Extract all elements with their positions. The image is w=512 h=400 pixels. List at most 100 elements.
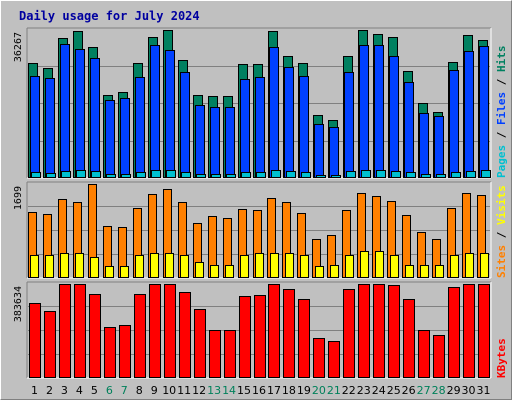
bar-files-day-4 bbox=[75, 49, 85, 178]
bar-sites-day-21 bbox=[330, 265, 339, 278]
x-tick-label: 22 bbox=[342, 384, 356, 397]
y-max-label: 383634 bbox=[13, 286, 24, 322]
x-tick-label: 2 bbox=[46, 384, 53, 397]
bar-files-day-24 bbox=[374, 45, 384, 178]
x-tick-label: 25 bbox=[387, 384, 401, 397]
y-series-label: Sites / Visits bbox=[495, 185, 508, 278]
bar-sites-day-24 bbox=[375, 251, 384, 278]
y-label-part: Files bbox=[495, 92, 508, 125]
x-tick-label: 11 bbox=[177, 384, 191, 397]
x-tick-label: 13 bbox=[207, 384, 221, 397]
bar-sites-day-16 bbox=[255, 253, 264, 278]
x-tick-label: 6 bbox=[106, 384, 113, 397]
bar-pages-day-1 bbox=[31, 172, 41, 178]
bar-files-day-8 bbox=[135, 77, 145, 178]
bar-files-day-3 bbox=[60, 44, 70, 178]
bar-pages-day-30 bbox=[466, 171, 476, 178]
bar-sites-day-30 bbox=[465, 253, 474, 278]
bar-pages-day-10 bbox=[166, 170, 176, 178]
x-tick-label: 23 bbox=[357, 384, 371, 397]
bar-pages-day-31 bbox=[481, 170, 491, 178]
bar-sites-day-1 bbox=[30, 255, 39, 278]
bar-pages-day-17 bbox=[271, 170, 281, 178]
bar-kbytes-day-1 bbox=[29, 303, 41, 378]
bar-files-day-20 bbox=[314, 124, 324, 178]
bar-kbytes-day-3 bbox=[59, 284, 71, 378]
bar-pages-day-18 bbox=[286, 171, 296, 178]
y-label-part: / bbox=[495, 72, 508, 92]
bar-kbytes-day-19 bbox=[298, 299, 310, 378]
bar-sites-day-6 bbox=[105, 266, 114, 278]
bar-sites-day-25 bbox=[390, 255, 399, 278]
bar-sites-day-23 bbox=[360, 251, 369, 278]
bar-kbytes-day-28 bbox=[433, 335, 445, 378]
bar-sites-day-31 bbox=[480, 253, 489, 278]
x-tick-label: 24 bbox=[372, 384, 386, 397]
bar-files-day-13 bbox=[210, 107, 220, 178]
bar-files-day-16 bbox=[255, 77, 265, 178]
bar-sites-day-5 bbox=[90, 257, 99, 278]
bar-pages-day-26 bbox=[406, 172, 416, 178]
bar-kbytes-day-31 bbox=[478, 284, 490, 378]
bar-pages-day-28 bbox=[436, 174, 446, 178]
bar-sites-day-29 bbox=[450, 255, 459, 278]
y-label-part: Sites bbox=[495, 245, 508, 278]
chart-title: Daily usage for July 2024 bbox=[19, 9, 200, 23]
bar-kbytes-day-16 bbox=[254, 295, 266, 378]
bar-pages-day-24 bbox=[376, 170, 386, 178]
bar-kbytes-day-7 bbox=[119, 325, 131, 378]
bar-kbytes-day-20 bbox=[313, 338, 325, 378]
bar-kbytes-day-22 bbox=[343, 289, 355, 378]
bar-sites-day-28 bbox=[435, 265, 444, 278]
bar-files-day-30 bbox=[464, 51, 474, 178]
bar-kbytes-day-13 bbox=[209, 330, 221, 378]
bar-files-day-1 bbox=[30, 76, 40, 178]
y-label-part: / bbox=[495, 225, 508, 245]
bar-pages-day-20 bbox=[316, 175, 326, 178]
x-tick-label: 10 bbox=[162, 384, 176, 397]
y-label-part: Visits bbox=[495, 185, 508, 225]
bar-pages-day-12 bbox=[196, 174, 206, 178]
x-tick-label: 14 bbox=[222, 384, 236, 397]
x-tick-label: 19 bbox=[297, 384, 311, 397]
x-tick-label: 16 bbox=[252, 384, 266, 397]
bar-pages-day-9 bbox=[151, 170, 161, 178]
x-tick-label: 28 bbox=[432, 384, 446, 397]
bar-kbytes-day-6 bbox=[104, 327, 116, 378]
bar-pages-day-7 bbox=[121, 174, 131, 178]
bar-pages-day-11 bbox=[181, 172, 191, 178]
bar-pages-day-13 bbox=[211, 174, 221, 178]
bar-kbytes-day-10 bbox=[164, 284, 176, 378]
bar-kbytes-day-17 bbox=[268, 284, 280, 378]
bar-sites-day-22 bbox=[345, 255, 354, 278]
bar-kbytes-day-12 bbox=[194, 309, 206, 378]
bar-files-day-15 bbox=[240, 79, 250, 178]
bar-sites-day-7 bbox=[120, 266, 129, 278]
bar-sites-day-2 bbox=[45, 255, 54, 278]
x-tick-label: 27 bbox=[417, 384, 431, 397]
bar-sites-day-15 bbox=[240, 255, 249, 278]
x-tick-label: 15 bbox=[237, 384, 251, 397]
y-label-part: KBytes bbox=[495, 338, 508, 378]
bar-sites-day-19 bbox=[300, 255, 309, 278]
bar-sites-day-12 bbox=[195, 262, 204, 278]
bar-kbytes-day-14 bbox=[224, 330, 236, 378]
panel-middle: 1699 Sites / Visits bbox=[13, 181, 508, 279]
bar-files-day-2 bbox=[45, 78, 55, 178]
y-label-part: / bbox=[495, 125, 508, 145]
bar-kbytes-day-4 bbox=[74, 284, 86, 378]
x-tick-label: 7 bbox=[121, 384, 128, 397]
bar-kbytes-day-26 bbox=[403, 299, 415, 378]
bar-sites-day-3 bbox=[60, 253, 69, 278]
bar-files-day-14 bbox=[225, 107, 235, 178]
x-tick-label: 18 bbox=[282, 384, 296, 397]
x-tick-label: 3 bbox=[61, 384, 68, 397]
bar-files-day-7 bbox=[120, 98, 130, 178]
panel-top: 36267 Pages / Files / Hits bbox=[13, 27, 508, 179]
bar-kbytes-day-21 bbox=[328, 341, 340, 378]
bar-sites-day-11 bbox=[180, 255, 189, 278]
panel-bottom: 383634 KBytes bbox=[13, 281, 508, 379]
bar-sites-day-14 bbox=[225, 265, 234, 278]
